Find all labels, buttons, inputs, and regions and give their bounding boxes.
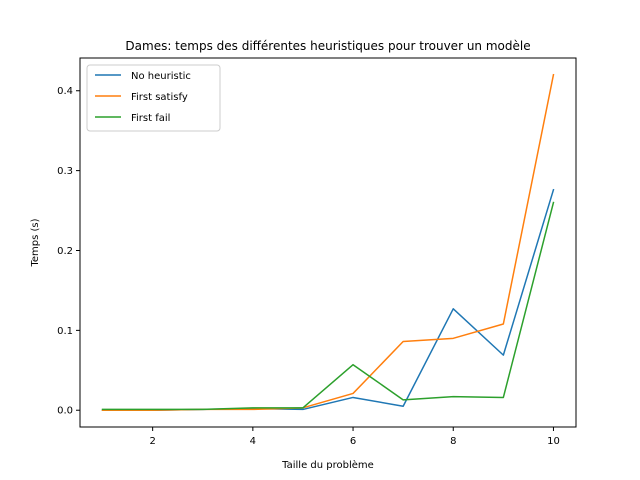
axes-frame bbox=[79, 57, 577, 428]
x-tick-label: 10 bbox=[547, 436, 560, 447]
x-tick-label: 2 bbox=[149, 436, 155, 447]
y-axis-label: Temps (s) bbox=[30, 218, 41, 267]
x-axis: 2 4 6 8 10 bbox=[149, 427, 560, 447]
chart-title: Dames: temps des différentes heuristique… bbox=[125, 39, 530, 53]
x-tick-label: 8 bbox=[450, 436, 456, 447]
y-tick-label: 0.4 bbox=[57, 86, 73, 97]
legend-label-first-fail: First fail bbox=[131, 113, 170, 124]
y-tick-label: 0.3 bbox=[57, 166, 73, 177]
x-tick-label: 6 bbox=[350, 436, 356, 447]
legend-label-no-heuristic: No heuristic bbox=[131, 71, 191, 82]
x-axis-label: Taille du problème bbox=[281, 459, 374, 471]
y-tick-label: 0.0 bbox=[57, 406, 73, 417]
legend: No heuristic First satisfy First fail bbox=[86, 64, 221, 132]
series-line-first-fail bbox=[101, 201, 555, 411]
y-tick-label: 0.2 bbox=[57, 246, 73, 257]
y-axis: 0.0 0.1 0.2 0.3 0.4 bbox=[57, 86, 80, 417]
legend-box bbox=[86, 64, 221, 132]
series-layer bbox=[101, 73, 555, 411]
legend-label-first-satisfy: First satisfy bbox=[131, 92, 188, 103]
y-tick-label: 0.1 bbox=[57, 326, 73, 337]
x-tick-label: 4 bbox=[250, 436, 256, 447]
plot-area: 2 4 6 8 10 0.0 0.1 0.2 0.3 0.4 bbox=[57, 57, 577, 447]
